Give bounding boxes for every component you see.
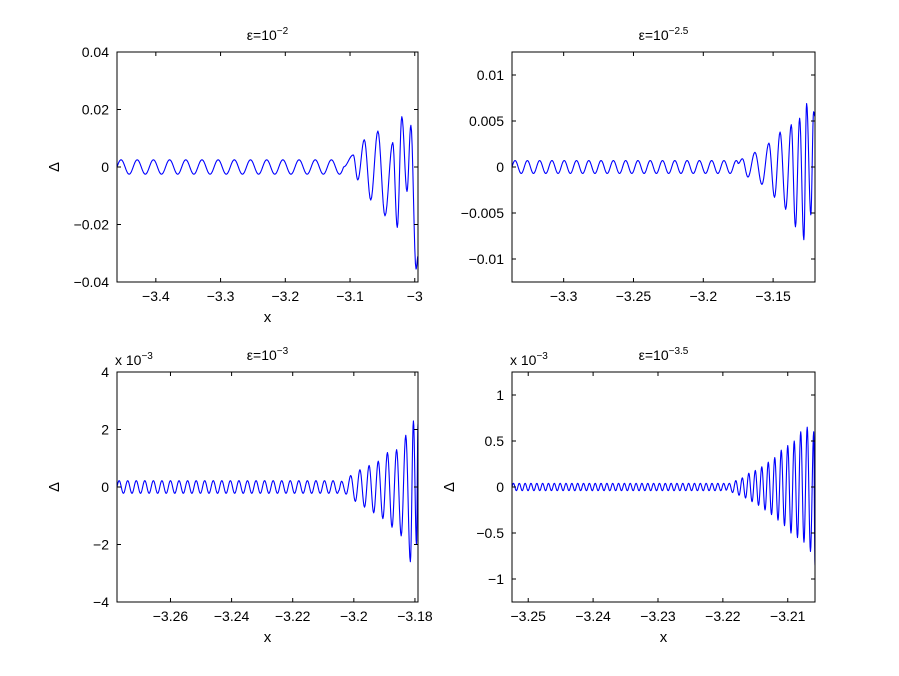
x-tick-label: −3.2 <box>340 608 368 624</box>
y-tick-label: 4 <box>101 364 109 380</box>
x-tick-label: −3.1 <box>336 288 364 304</box>
chart-title: ε=10−3 <box>247 346 289 363</box>
y-tick-label: −0.02 <box>74 217 110 233</box>
y-tick-label: 1 <box>496 387 504 403</box>
subplot-eps-1e-3: −3.26 −3.24 −3.22 −3.2 −3.18−4−2024ε=10−3xΔx… <box>46 346 433 646</box>
subplot-eps-1e-2: −3.4 −3.3 −3.2 −3.1 −3 −0.04 −0.02 0 0.02 0.04 ε=1… <box>46 26 423 326</box>
chart-title-base: ε=10 <box>639 347 669 363</box>
x-axis-label: x <box>660 629 668 646</box>
axes-frame <box>511 51 816 283</box>
x-tick-label: −3.25 <box>616 288 652 304</box>
y-multiplier-exponent: −3 <box>141 351 153 362</box>
y-tick-label: 0 <box>101 159 109 175</box>
y-multiplier-exponent: −3 <box>536 351 548 362</box>
y-tick-label: −4 <box>93 594 109 610</box>
y-tick-label: 2 <box>101 422 109 438</box>
chart-title: ε=10−2.5 <box>639 26 689 43</box>
x-tick-label: −3 <box>407 288 423 304</box>
chart-title-exponent: −2 <box>277 26 289 37</box>
x-tick-label: −3.22 <box>705 608 741 624</box>
x-tick-label: −3.26 <box>153 608 189 624</box>
y-tick-label: 0 <box>101 479 109 495</box>
axes-frame <box>116 371 419 603</box>
y-tick-label: 0 <box>496 479 504 495</box>
chart-title-exponent: −3 <box>277 346 289 357</box>
y-axis-multiplier: x 10−3 <box>115 351 153 368</box>
y-axis-label: Δ <box>46 162 63 172</box>
y-tick-label: 0.5 <box>485 433 505 449</box>
x-tick-label: −3.15 <box>755 288 791 304</box>
x-tick-label: −3.22 <box>275 608 311 624</box>
subplot-eps-1e-3.5: −3.25 −3.24 −3.23 −3.22 −3.21 −1 −0.5 0 0.5 1 ε=10… <box>441 346 816 646</box>
axes-frame <box>116 51 419 283</box>
y-tick-label: 0.04 <box>82 44 109 60</box>
y-axis-multiplier: x 10−3 <box>510 351 548 368</box>
y-tick-label: −0.04 <box>74 274 110 290</box>
x-tick-label: −3.23 <box>640 608 676 624</box>
x-tick-label: −3.3 <box>550 288 578 304</box>
series-line <box>117 116 418 270</box>
x-tick-label: −3.2 <box>271 288 299 304</box>
y-tick-label: −0.5 <box>476 525 504 541</box>
chart-title-exponent: −3.5 <box>669 346 689 357</box>
x-axis-label: x <box>264 309 272 326</box>
y-tick-label: −2 <box>93 537 109 553</box>
y-tick-label: 0.01 <box>477 67 504 83</box>
y-tick-label: −0.01 <box>469 251 505 267</box>
chart-title-base: ε=10 <box>247 27 277 43</box>
series-line <box>117 420 418 563</box>
x-tick-label: −3.25 <box>511 608 547 624</box>
x-tick-label: −3.21 <box>770 608 806 624</box>
y-axis-label: Δ <box>441 482 458 492</box>
series-line <box>512 102 815 241</box>
x-tick-label: −3.18 <box>397 608 433 624</box>
y-tick-label: 0 <box>496 159 504 175</box>
x-axis-label: x <box>264 629 272 646</box>
chart-title-base: ε=10 <box>247 347 277 363</box>
y-tick-label: −0.005 <box>461 205 504 221</box>
x-tick-label: −3.3 <box>207 288 235 304</box>
subplot-eps-1e-2.5: −3.3 −3.25 −3.2 −3.15 −0.01 −0.005 0 0.005 0.01 ε… <box>461 26 816 304</box>
chart-title-base: ε=10 <box>639 27 669 43</box>
y-tick-label: 0.02 <box>82 102 109 118</box>
y-axis-label: Δ <box>46 482 63 492</box>
y-multiplier-base: x 10 <box>115 352 142 368</box>
series-line <box>512 426 815 566</box>
y-tick-label: 0.005 <box>469 113 504 129</box>
chart-title: ε=10−3.5 <box>639 346 689 363</box>
chart-title-exponent: −2.5 <box>669 26 689 37</box>
x-tick-label: −3.24 <box>214 608 250 624</box>
y-multiplier-base: x 10 <box>510 352 537 368</box>
x-tick-label: −3.4 <box>142 288 170 304</box>
x-tick-label: −3.2 <box>689 288 717 304</box>
x-tick-label: −3.24 <box>575 608 611 624</box>
chart-title: ε=10−2 <box>247 26 289 43</box>
y-tick-label: −1 <box>488 571 504 587</box>
